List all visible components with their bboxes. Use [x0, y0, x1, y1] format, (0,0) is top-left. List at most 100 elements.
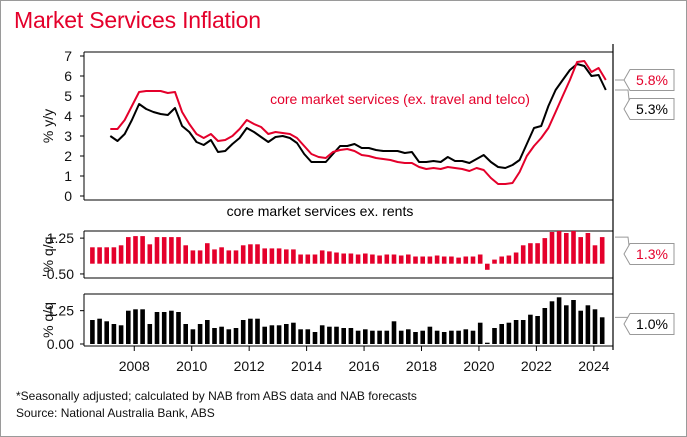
- x-tick-label: 2020: [463, 358, 494, 374]
- callout-red-qq: 1.3%: [636, 246, 668, 262]
- bar-black-qq: [269, 325, 275, 344]
- y-tick-label: 1.25: [47, 303, 74, 319]
- bar-red-qq: [341, 253, 346, 264]
- bar-black-qq: [549, 301, 555, 344]
- bar-red-qq: [599, 237, 605, 264]
- bar-black-qq: [377, 330, 382, 344]
- y-tick-label: -0.50: [42, 266, 74, 282]
- bar-black-qq: [298, 329, 303, 344]
- bar-red-qq: [564, 233, 569, 264]
- bar-black-qq: [384, 330, 390, 344]
- callout-black-yy: 5.3%: [636, 101, 668, 117]
- bar-red-qq: [169, 237, 174, 264]
- bar-red-qq: [449, 256, 454, 264]
- bar-black-qq: [97, 318, 102, 344]
- bar-black-qq: [219, 326, 224, 344]
- annotation-red-series: core market services (ex. travel and tel…: [270, 91, 530, 107]
- chart-title: Market Services Inflation: [14, 7, 261, 33]
- x-tick-label: 2008: [119, 358, 150, 374]
- bar-black-qq: [520, 320, 526, 344]
- bar-black-qq: [564, 305, 569, 344]
- bar-red-qq: [312, 254, 318, 264]
- y-tick-label: 7: [64, 48, 72, 64]
- bar-black-qq: [255, 318, 260, 344]
- bar-red-qq: [197, 250, 203, 264]
- bar-black-qq: [183, 324, 188, 344]
- bar-black-qq: [485, 342, 490, 344]
- callout-red-yy-box: [623, 69, 675, 91]
- footnote: *Seasonally adjusted; calculated by NAB …: [16, 389, 417, 403]
- bar-red-qq: [176, 237, 181, 264]
- bar-black-qq: [197, 324, 203, 344]
- bar-red-qq: [276, 248, 282, 264]
- bar-black-qq: [147, 324, 153, 344]
- bar-black-qq: [434, 330, 440, 344]
- bar-black-qq: [492, 328, 497, 344]
- bar-red-qq: [377, 255, 382, 264]
- bar-black-qq: [556, 297, 562, 344]
- callout-red-qq-box: [623, 243, 675, 265]
- bar-red-qq: [413, 256, 418, 264]
- x-tick-label: 2022: [521, 358, 552, 374]
- y-tick-label: 2: [64, 148, 72, 164]
- bar-red-qq: [370, 254, 375, 264]
- bar-black-qq: [240, 320, 246, 344]
- bar-red-qq: [592, 245, 598, 264]
- bar-black-qq: [154, 312, 160, 344]
- bar-red-qq: [305, 254, 311, 264]
- y-axis-label: % q/q: [40, 302, 56, 338]
- bar-red-qq: [348, 253, 354, 264]
- bar-red-qq: [398, 255, 404, 264]
- annotation-black-series: core market services ex. rents: [227, 203, 414, 219]
- bar-red-qq: [499, 256, 504, 264]
- bar-black-qq: [104, 321, 109, 344]
- bar-red-qq: [219, 247, 224, 264]
- bar-red-qq: [190, 250, 196, 264]
- bar-black-qq: [427, 326, 433, 344]
- bar-red-qq: [441, 256, 447, 264]
- bar-black-qq: [118, 325, 124, 344]
- bar-red-qq: [327, 251, 332, 264]
- bar-black-qq: [111, 324, 117, 344]
- bar-black-qq: [513, 320, 519, 344]
- bar-black-qq: [319, 325, 325, 344]
- bar-black-qq: [327, 326, 332, 344]
- bar-black-qq: [578, 310, 583, 344]
- bar-red-qq: [427, 256, 433, 264]
- bar-black-qq: [599, 317, 605, 344]
- bar-red-qq: [126, 237, 131, 264]
- bar-red-qq: [284, 249, 289, 264]
- x-tick-label: 2024: [578, 358, 609, 374]
- bar-black-qq: [161, 312, 167, 344]
- bar-red-qq: [334, 252, 339, 264]
- bar-red-qq: [233, 250, 239, 264]
- bar-black-qq: [542, 308, 548, 344]
- x-tick-label: 2010: [176, 358, 207, 374]
- bar-red-qq: [492, 259, 497, 264]
- bar-black-qq: [276, 325, 282, 344]
- bar-black-qq: [592, 309, 598, 344]
- bar-red-qq: [205, 243, 210, 264]
- bar-black-qq: [370, 330, 375, 344]
- y-axis-label: % q/q: [40, 237, 56, 273]
- y-tick-label: 5: [64, 88, 72, 104]
- bar-red-qq: [535, 243, 540, 264]
- bar-red-qq: [434, 255, 440, 264]
- bar-black-qq: [449, 330, 454, 344]
- bar-black-qq: [140, 309, 145, 344]
- bar-black-qq: [406, 329, 411, 344]
- bar-red-qq: [111, 247, 117, 264]
- bar-black-qq: [441, 332, 447, 344]
- bar-red-qq: [248, 244, 253, 264]
- bar-red-qq: [140, 236, 145, 264]
- bar-black-qq: [133, 309, 138, 344]
- bar-black-qq: [355, 330, 361, 344]
- series-line-core-ex-travel-telco: [110, 60, 607, 185]
- y-tick-label: 3: [64, 128, 72, 144]
- bar-black-qq: [477, 322, 483, 344]
- bar-red-qq: [226, 250, 232, 264]
- bar-red-qq: [319, 250, 325, 264]
- bar-red-qq: [578, 237, 583, 264]
- bar-red-qq: [118, 245, 124, 264]
